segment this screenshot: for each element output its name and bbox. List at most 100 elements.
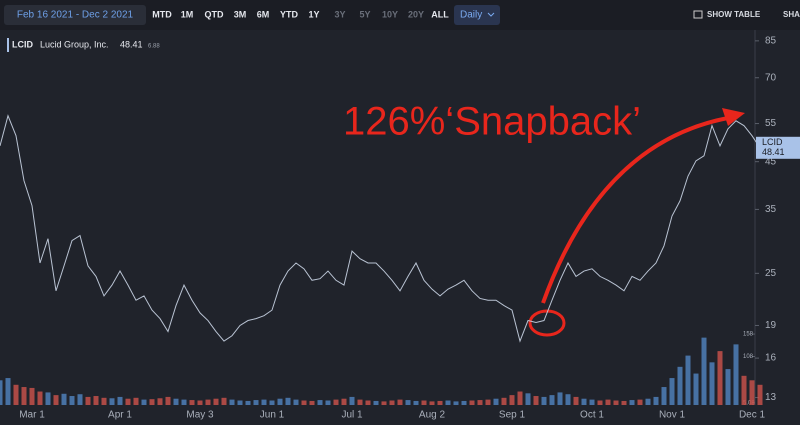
volume-bar [677, 366, 683, 405]
volume-bar [333, 399, 339, 405]
volume-bar [701, 337, 707, 405]
volume-bar [429, 401, 435, 405]
interval[interactable]: Daily [460, 10, 482, 21]
volume-bar [725, 369, 731, 405]
y-tick-label: 16 [765, 353, 777, 364]
volume-bar [301, 400, 307, 405]
volume-bar [125, 398, 131, 405]
y-tick-label: 45 [765, 156, 777, 167]
x-tick-label: Jun 1 [260, 410, 285, 421]
volume-bar [349, 396, 355, 405]
range-button[interactable]: YTD [280, 9, 299, 19]
change: 6.88 [148, 44, 160, 50]
volume-bar [69, 396, 75, 405]
volume-bar [541, 396, 547, 405]
range-button[interactable]: ALL [431, 9, 449, 19]
price: 48.41 [120, 39, 143, 49]
annotation: 126%‘Snapback’ [343, 100, 641, 144]
volume-bar [557, 392, 563, 405]
volume-bar [213, 398, 219, 405]
volume-bar [229, 399, 235, 405]
x-tick-label: Aug 2 [419, 410, 446, 421]
y-tick-label: 19 [765, 320, 777, 331]
volume-bar [61, 393, 67, 405]
volume-bar [597, 400, 603, 405]
volume-bar [325, 400, 331, 405]
range-button[interactable]: MTD [152, 9, 172, 19]
volume-bar [749, 380, 755, 405]
volume-bar [517, 391, 523, 405]
volume-bar [533, 396, 539, 405]
volume-bar [605, 399, 611, 405]
volume-bar [589, 399, 595, 405]
y-tick-label: 13 [765, 392, 777, 403]
volume-bar [293, 399, 299, 405]
y-tick-label: 85 [765, 35, 777, 46]
volume-bar [285, 397, 291, 405]
price-line [0, 114, 761, 343]
company-name: Lucid Group, Inc. [40, 39, 109, 49]
volume-bar [405, 400, 411, 405]
show-table[interactable]: SHOW TABLE [707, 10, 761, 19]
range-button[interactable]: 5Y [359, 9, 370, 19]
dropdown-icon[interactable] [487, 12, 495, 17]
range-button[interactable]: 1M [181, 9, 194, 19]
volume-bar [157, 398, 163, 405]
x-tick-label: Nov 1 [659, 410, 686, 421]
range-button[interactable]: 20Y [408, 9, 424, 19]
volume-bar [741, 375, 747, 405]
x-tick-label: Oct 1 [580, 410, 604, 421]
volume-bar [29, 387, 35, 405]
volume-bar [693, 373, 699, 405]
volume-bar [565, 394, 571, 405]
volume-bar [493, 398, 499, 405]
volume-bar [317, 400, 323, 405]
volume-bar [637, 399, 643, 405]
last-price-symbol: LCID [762, 137, 783, 147]
volume-bar [613, 400, 619, 405]
volume-bar [717, 351, 723, 405]
volume-bar [437, 400, 443, 405]
volume-bar [165, 396, 171, 405]
volume-bar [85, 396, 91, 405]
range-button[interactable]: 10Y [382, 9, 398, 19]
table-icon[interactable] [693, 10, 703, 19]
x-tick-label: Mar 1 [19, 410, 45, 421]
volume-bar [309, 400, 315, 405]
range-button[interactable]: 6M [257, 9, 270, 19]
x-tick-label: Apr 1 [108, 410, 132, 421]
volume-bar [397, 399, 403, 405]
volume-bar [653, 396, 659, 405]
volume-bar [629, 400, 635, 405]
volume-bar [93, 396, 99, 405]
volume-bar [549, 395, 555, 405]
range-box[interactable] [4, 5, 146, 25]
range-button[interactable]: 3M [234, 9, 247, 19]
range-button[interactable]: 3Y [334, 9, 345, 19]
annotation-circle [528, 309, 566, 337]
volume-bar [581, 398, 587, 405]
range-button[interactable]: QTD [205, 9, 224, 19]
volume-bar [149, 399, 155, 405]
x-tick-label: Sep 1 [499, 410, 526, 421]
last-price: 48.41 [762, 147, 785, 157]
interval-box[interactable] [454, 5, 500, 25]
volume-bar [221, 397, 227, 405]
volume-bar [53, 395, 59, 405]
volume-bar [269, 400, 275, 405]
volume-bar [389, 400, 395, 405]
volume-bar [253, 400, 259, 405]
volume-bar [13, 384, 19, 405]
y2-tick-label: 5.08 [743, 400, 755, 406]
range[interactable]: Feb 16 2021 - Dec 2 2021 [17, 10, 134, 21]
volume-bar [509, 395, 515, 405]
range-button[interactable]: 1Y [308, 9, 319, 19]
volume-bar [197, 400, 203, 405]
volume-bar [685, 355, 691, 405]
volume-bar [485, 399, 491, 405]
symbol-marker [7, 38, 9, 52]
share[interactable]: SHAR [783, 10, 800, 19]
volume-bar [205, 399, 211, 405]
